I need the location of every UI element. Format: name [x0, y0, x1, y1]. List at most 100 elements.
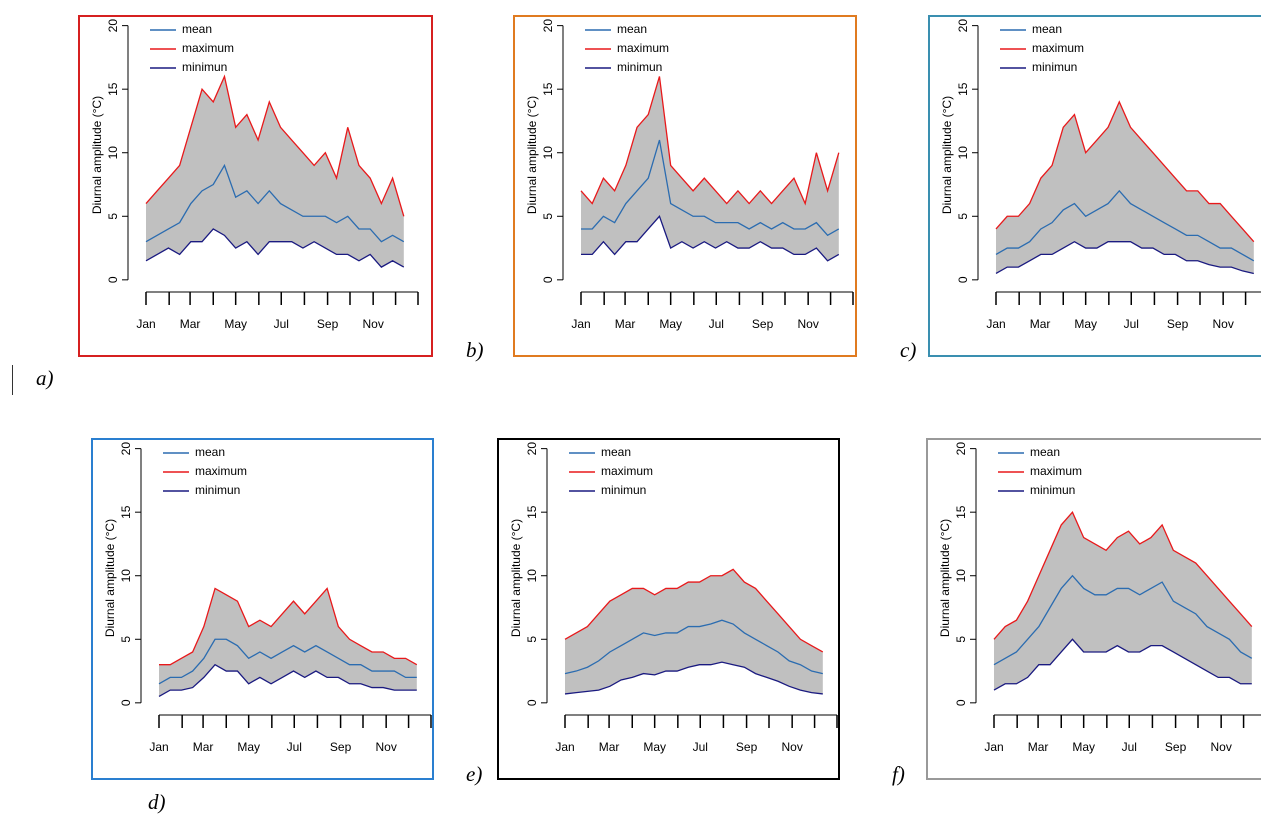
- panel-frame: [497, 438, 840, 780]
- x-tick-label: Sep: [317, 317, 339, 331]
- x-tick-label: Nov: [375, 740, 396, 754]
- legend-label: mean: [1032, 22, 1062, 36]
- x-tick-label: Sep: [330, 740, 352, 754]
- series-line: [995, 240, 1254, 275]
- y-axis-label: Diurnal amplitude (°C): [940, 96, 954, 214]
- legend-label: maximum: [182, 41, 234, 55]
- series-line: [993, 510, 1253, 640]
- x-tick-label: May: [659, 317, 682, 331]
- series-line: [993, 574, 1253, 666]
- y-tick-label: 15: [956, 82, 970, 96]
- x-tick-label: May: [1072, 740, 1095, 754]
- legend-label: minimun: [182, 60, 227, 74]
- x-tick-label: Sep: [1167, 317, 1189, 331]
- legend-label: minimun: [195, 483, 240, 497]
- series-line: [995, 189, 1255, 262]
- series-line: [993, 638, 1252, 691]
- series-line: [145, 74, 405, 217]
- x-tick-label: Jul: [1124, 317, 1139, 331]
- series-line: [158, 663, 417, 698]
- x-tick-label: Mar: [193, 740, 214, 754]
- y-tick-label: 20: [106, 19, 120, 33]
- y-tick-label: 10: [956, 146, 970, 160]
- series-line: [159, 587, 418, 666]
- series-line: [581, 139, 840, 237]
- x-tick-label: Nov: [797, 317, 818, 331]
- range-band: [581, 76, 839, 261]
- panel-frame: [513, 15, 857, 357]
- x-tick-label: Sep: [752, 317, 774, 331]
- x-tick-label: Jul: [287, 740, 302, 754]
- legend-label: maximum: [617, 41, 669, 55]
- x-tick-label: Mar: [615, 317, 636, 331]
- range-band: [996, 101, 1254, 274]
- x-tick-label: Mar: [180, 317, 201, 331]
- x-tick-label: Mar: [1030, 317, 1051, 331]
- y-tick-label: 10: [119, 569, 133, 583]
- x-tick-label: Jul: [709, 317, 724, 331]
- x-tick-label: Mar: [1028, 740, 1049, 754]
- y-tick-label: 0: [525, 699, 539, 706]
- y-tick-label: 0: [119, 699, 133, 706]
- legend-label: maximum: [195, 464, 247, 478]
- series-line: [564, 619, 823, 675]
- panel-label: b): [466, 338, 484, 362]
- series-line: [145, 163, 405, 243]
- chart-panel: 0 5 10 15 20 Diurnal amplitude (°C) Jan Mar May J…: [497, 438, 840, 780]
- series-line: [581, 215, 840, 262]
- y-tick-label: 15: [954, 505, 968, 519]
- y-tick-label: 5: [106, 213, 120, 220]
- legend-label: mean: [601, 445, 631, 459]
- range-band: [146, 76, 404, 268]
- y-tick-label: 10: [954, 569, 968, 583]
- y-tick-label: 20: [525, 442, 539, 456]
- x-tick-label: Jan: [149, 740, 168, 754]
- y-tick-label: 0: [954, 699, 968, 706]
- legend-label: minimun: [601, 483, 646, 497]
- panel-frame: [91, 438, 434, 780]
- panel-label: d): [148, 790, 166, 814]
- y-axis-label: Diurnal amplitude (°C): [525, 96, 539, 214]
- legend-label: mean: [1030, 445, 1060, 459]
- x-tick-label: Nov: [1212, 317, 1233, 331]
- chart-panel: 0 5 10 15 20 Diurnal amplitude (°C) Jan Mar May J…: [91, 438, 434, 780]
- panel-label: f): [892, 762, 905, 786]
- y-axis-label: Diurnal amplitude (°C): [938, 519, 952, 637]
- y-tick-label: 5: [956, 213, 970, 220]
- x-tick-label: Nov: [1210, 740, 1231, 754]
- panel-frame: [78, 15, 433, 357]
- x-tick-label: Jan: [571, 317, 590, 331]
- y-tick-label: 10: [106, 146, 120, 160]
- x-tick-label: May: [237, 740, 260, 754]
- legend-label: minimun: [1030, 483, 1075, 497]
- y-tick-label: 5: [954, 636, 968, 643]
- x-tick-label: Jul: [693, 740, 708, 754]
- range-band: [994, 512, 1252, 691]
- series-line: [145, 228, 405, 268]
- panel-label: e): [466, 762, 483, 786]
- chart-panel: 0 5 10 15 20 Diurnal amplitude (°C) Jan Mar May J…: [513, 15, 857, 357]
- series-line: [580, 76, 840, 206]
- range-band: [159, 588, 417, 697]
- y-tick-label: 5: [541, 213, 555, 220]
- legend-label: minimun: [617, 60, 662, 74]
- x-tick-label: Sep: [736, 740, 758, 754]
- panel-frame: [926, 438, 1261, 780]
- legend-label: maximum: [1032, 41, 1084, 55]
- panel-frame: [928, 15, 1261, 357]
- x-tick-label: Jul: [1122, 740, 1137, 754]
- legend-label: maximum: [1030, 464, 1082, 478]
- y-tick-label: 20: [954, 442, 968, 456]
- range-band: [565, 569, 823, 694]
- y-tick-label: 15: [541, 82, 555, 96]
- legend-label: mean: [182, 22, 212, 36]
- y-axis-label: Diurnal amplitude (°C): [509, 519, 523, 637]
- chart-panel: 0 5 10 15 20 Diurnal amplitude (°C) Jan Mar May J…: [928, 15, 1261, 357]
- panel-label: c): [900, 338, 917, 362]
- series-line: [995, 100, 1255, 243]
- x-tick-label: Jan: [555, 740, 574, 754]
- y-tick-label: 15: [525, 505, 539, 519]
- chart-panel: 0 5 10 15 20 Diurnal amplitude (°C) Jan Mar May J…: [78, 15, 433, 357]
- x-tick-label: Jan: [986, 317, 1005, 331]
- legend-label: minimun: [1032, 60, 1077, 74]
